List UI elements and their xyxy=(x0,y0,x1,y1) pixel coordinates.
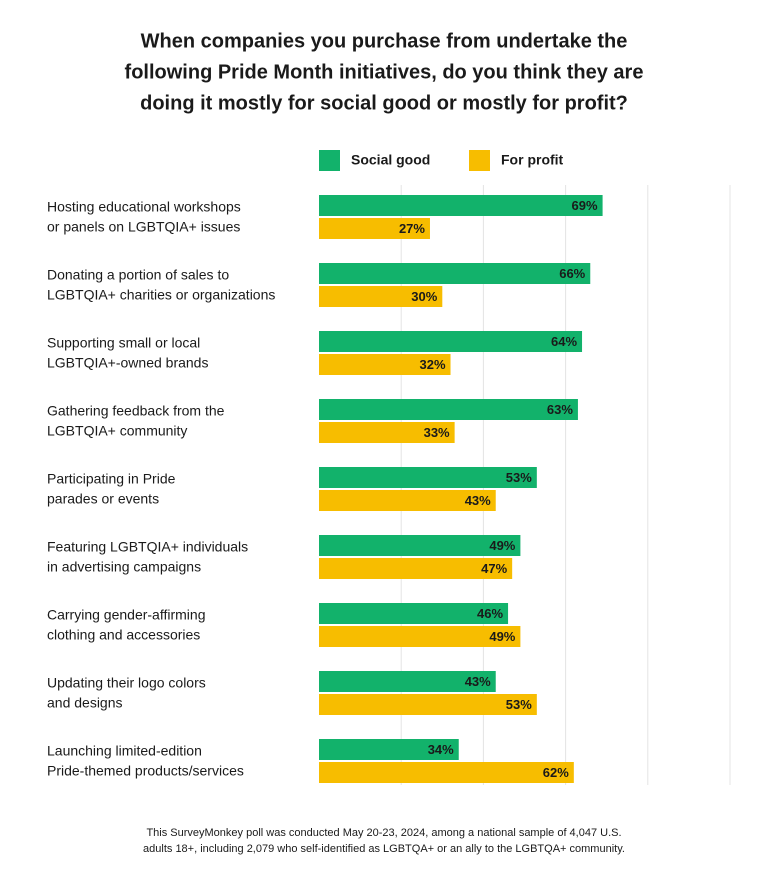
category-label: Updating their logo colors xyxy=(47,675,206,691)
legend-label: For profit xyxy=(501,152,564,168)
bar xyxy=(319,535,521,556)
bar xyxy=(319,558,513,579)
category-label: clothing and accessories xyxy=(47,627,200,643)
category-label: LGBTQIA+ community xyxy=(47,423,187,439)
category-label: Gathering feedback from the xyxy=(47,403,225,419)
value-label: 33% xyxy=(424,425,450,440)
value-label: 30% xyxy=(411,289,437,304)
value-label: 53% xyxy=(506,470,532,485)
legend-swatch xyxy=(319,150,340,171)
value-label: 69% xyxy=(572,198,598,213)
chart-title: doing it mostly for social good or mostl… xyxy=(140,92,628,114)
value-label: 46% xyxy=(477,606,503,621)
category-label: Participating in Pride xyxy=(47,471,176,487)
category-label: Donating a portion of sales to xyxy=(47,267,229,283)
value-label: 49% xyxy=(489,629,515,644)
value-label: 63% xyxy=(547,402,573,417)
footnote: adults 18+, including 2,079 who self-ide… xyxy=(143,843,625,855)
value-label: 53% xyxy=(506,697,532,712)
category-label: Launching limited-edition xyxy=(47,743,202,759)
category-label: LGBTQIA+ charities or organizations xyxy=(47,287,275,303)
category-label: Hosting educational workshops xyxy=(47,199,241,215)
value-label: 43% xyxy=(465,674,491,689)
category-label: LGBTQIA+-owned brands xyxy=(47,355,208,371)
value-label: 47% xyxy=(481,561,507,576)
bar xyxy=(319,195,603,216)
legend-swatch xyxy=(469,150,490,171)
bar xyxy=(319,490,496,511)
value-label: 62% xyxy=(543,765,569,780)
bar xyxy=(319,331,583,352)
value-label: 32% xyxy=(419,357,445,372)
bar xyxy=(319,263,591,284)
bar xyxy=(319,354,451,375)
chart-title: When companies you purchase from underta… xyxy=(141,30,628,52)
footnote: This SurveyMonkey poll was conducted May… xyxy=(146,827,621,839)
bar xyxy=(319,626,521,647)
bar xyxy=(319,399,578,420)
category-label: Supporting small or local xyxy=(47,335,200,351)
value-label: 34% xyxy=(428,742,454,757)
value-label: 64% xyxy=(551,334,577,349)
category-label: or panels on LGBTQIA+ issues xyxy=(47,219,240,235)
chart-title: following Pride Month initiatives, do yo… xyxy=(125,61,644,83)
bar xyxy=(319,467,537,488)
bar xyxy=(319,422,455,443)
category-label: Pride-themed products/services xyxy=(47,763,244,779)
value-label: 43% xyxy=(465,493,491,508)
category-label: parades or events xyxy=(47,491,159,507)
bar xyxy=(319,603,509,624)
category-label: in advertising campaigns xyxy=(47,559,201,575)
value-label: 66% xyxy=(559,266,585,281)
bar xyxy=(319,218,430,239)
value-label: 49% xyxy=(489,538,515,553)
legend-label: Social good xyxy=(351,152,430,168)
value-label: 27% xyxy=(399,221,425,236)
bar xyxy=(319,286,443,307)
bar xyxy=(319,762,574,783)
category-label: and designs xyxy=(47,695,123,711)
category-label: Carrying gender-affirming xyxy=(47,607,205,623)
bar xyxy=(319,671,496,692)
bar xyxy=(319,694,537,715)
category-label: Featuring LGBTQIA+ individuals xyxy=(47,539,248,555)
bar xyxy=(319,739,459,760)
